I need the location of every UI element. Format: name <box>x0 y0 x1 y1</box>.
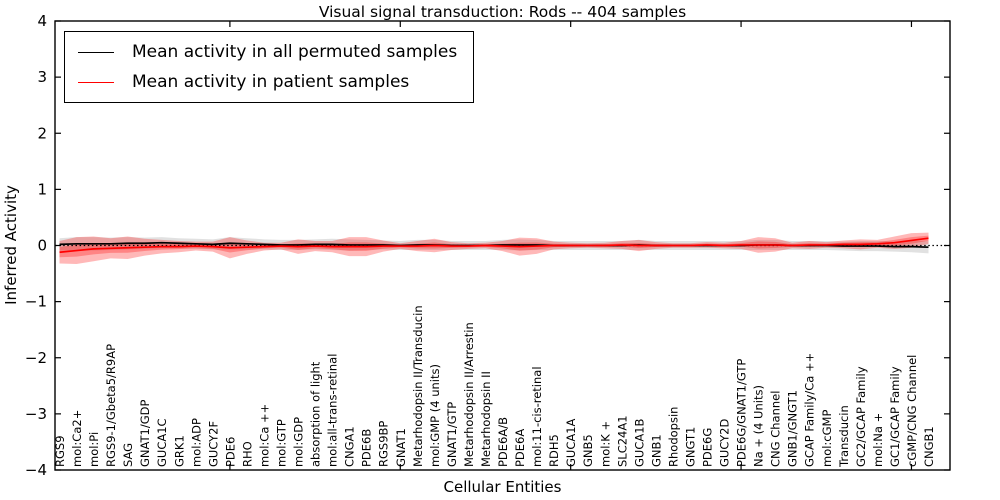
x-category-label: mol:GMP (4 units) <box>428 364 442 467</box>
x-category-label: RGS9BP <box>377 421 391 467</box>
y-tick-label: −2 <box>25 349 47 367</box>
x-category-label: mol:GDP <box>292 417 306 467</box>
y-tick-label: −1 <box>25 293 47 311</box>
x-category-label: PDE6 <box>223 437 237 467</box>
x-category-label: GNB1/GNGT1 <box>786 390 800 467</box>
x-category-label: RGS9-1/Gbeta5/R9AP <box>104 344 118 467</box>
patient-mean-line <box>59 237 929 254</box>
y-axis-label: Inferred Activity <box>2 185 20 305</box>
x-category-label: GNAT1/GDP <box>138 400 152 467</box>
x-axis-label: Cellular Entities <box>443 478 562 496</box>
x-category-label: Rhodopsin <box>666 407 680 467</box>
x-category-label: PDE6A/B <box>496 417 510 467</box>
x-category-label: CNG Channel <box>769 391 783 467</box>
x-category-label: GNB1 <box>649 434 663 467</box>
x-category-label: GUCY2D <box>718 419 732 467</box>
x-category-label: GNAT1 <box>394 428 408 467</box>
x-category-label: mol:Ca ++ <box>257 404 271 467</box>
x-category-label: mol:Pi <box>87 432 101 467</box>
x-category-label: SLC24A1 <box>615 415 629 467</box>
x-category-label: RDH5 <box>547 434 561 467</box>
y-tick-label: 3 <box>37 68 47 86</box>
x-category-label: GNAT1/GTP <box>445 402 459 467</box>
x-category-label: PDE6G <box>700 428 714 467</box>
y-tick-label: −3 <box>25 405 47 423</box>
legend-row-patient: Mean activity in patient samples <box>78 72 457 92</box>
x-category-label: SAG <box>121 443 135 467</box>
x-category-label: GUCA1A <box>564 418 578 467</box>
x-category-label: Na + (4 Units) <box>752 385 766 467</box>
x-category-label: RGS9 <box>53 435 67 467</box>
x-category-label: GC2/GCAP Family <box>854 366 868 467</box>
x-category-label: mol:ADP <box>189 418 203 467</box>
x-category-label: GRK1 <box>172 435 186 467</box>
x-category-label: mol:11-cis-retinal <box>530 366 544 467</box>
patient-line-swatch <box>78 81 114 83</box>
y-tick-label: 2 <box>37 124 47 142</box>
y-tick-label: −4 <box>25 461 47 479</box>
permuted-line-swatch <box>78 51 114 53</box>
x-category-label: PDE6A <box>513 429 527 467</box>
legend-label-patient: Mean activity in patient samples <box>132 72 410 92</box>
legend-row-permuted: Mean activity in all permuted samples <box>78 42 457 62</box>
x-category-label: mol:cGMP <box>820 410 834 467</box>
x-category-label: cGMP/CNG Channel <box>905 355 919 467</box>
x-category-label: mol:Na + <box>871 413 885 467</box>
x-category-label: GNGT1 <box>683 427 697 467</box>
patient-std-band <box>59 232 929 265</box>
x-category-label: PDE6G/GNAT1/GTP <box>735 359 749 467</box>
x-category-label: absorption of light <box>309 361 323 467</box>
x-category-label: GC1/GCAP Family <box>888 366 902 467</box>
x-category-label: mol:Ca2+ <box>70 410 84 467</box>
y-tick-label: 0 <box>37 237 47 255</box>
x-category-label: Transducin <box>837 405 851 468</box>
x-category-label: Metarhodopsin II/Transducin <box>411 305 425 467</box>
x-category-label: GUCA1B <box>632 418 646 467</box>
x-category-label: GNB5 <box>581 434 595 467</box>
x-category-label: mol:K + <box>598 421 612 467</box>
x-category-label: Metarhodopsin II/Arrestin <box>462 322 476 467</box>
x-category-label: mol:GTP <box>275 419 289 467</box>
y-tick-label: 4 <box>37 12 47 30</box>
x-category-label: PDE6B <box>360 429 374 467</box>
x-category-label: RHO <box>240 441 254 467</box>
legend-label-permuted: Mean activity in all permuted samples <box>132 42 458 62</box>
x-category-label: mol:all-trans-retinal <box>326 354 340 467</box>
chart-title: Visual signal transduction: Rods -- 404 … <box>318 3 687 21</box>
x-category-label: GUCY2F <box>206 421 220 467</box>
x-category-label: Metarhodopsin II <box>479 371 493 467</box>
x-category-label: CNGA1 <box>343 426 357 467</box>
x-category-label: GUCA1C <box>155 418 169 467</box>
x-category-label: GCAP Family/Ca ++ <box>803 353 817 467</box>
x-category-label: CNGB1 <box>922 426 936 467</box>
y-tick-label: 1 <box>37 180 47 198</box>
legend-box: Mean activity in all permuted samples Me… <box>64 31 475 103</box>
